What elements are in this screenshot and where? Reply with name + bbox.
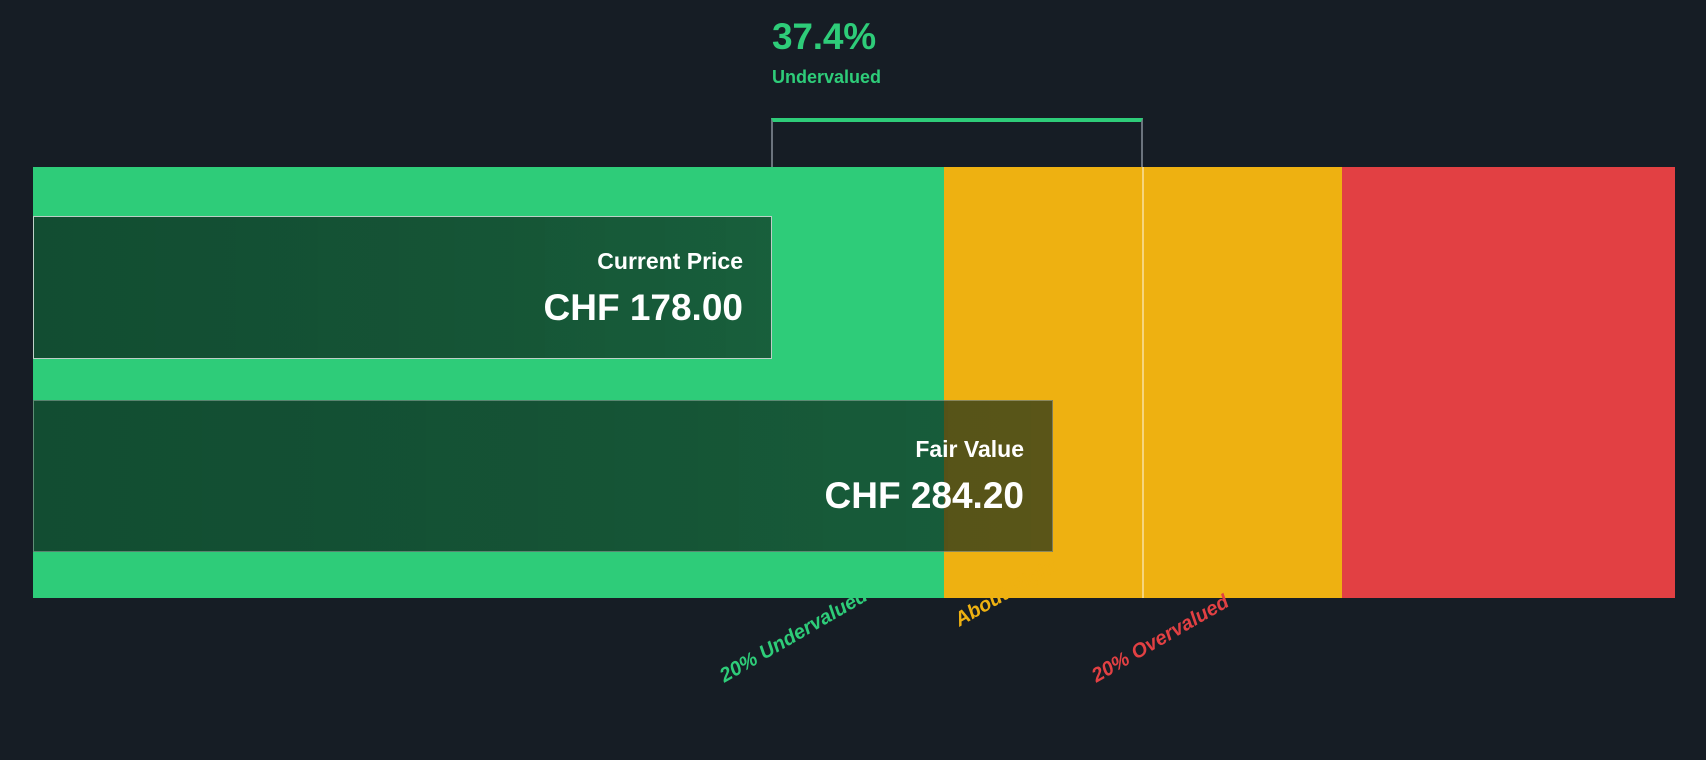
fair-value-bracket (771, 118, 1143, 169)
current-price-value: CHF 178.00 (543, 286, 744, 328)
valuation-headline: 37.4% Undervalued (772, 18, 881, 86)
fair-value-label: Fair Value (915, 436, 1024, 462)
band-about-right-high (1143, 167, 1342, 598)
fair-value-value: CHF 284.20 (824, 475, 1025, 516)
band-divider-fair-value (1142, 167, 1144, 598)
axis-label-undervalued: 20% Undervalued (716, 584, 872, 688)
axis-label-overvalued: 20% Overvalued (1088, 590, 1233, 688)
band-overvalued (1342, 167, 1675, 598)
current-price-label: Current Price (597, 247, 743, 274)
undervalued-percent: 37.4% (772, 16, 876, 57)
undervalued-verdict: Undervalued (772, 67, 882, 87)
fair-value-bar: Fair Value CHF 284.20 (33, 400, 1053, 552)
current-price-bar: Current Price CHF 178.00 (33, 216, 772, 359)
